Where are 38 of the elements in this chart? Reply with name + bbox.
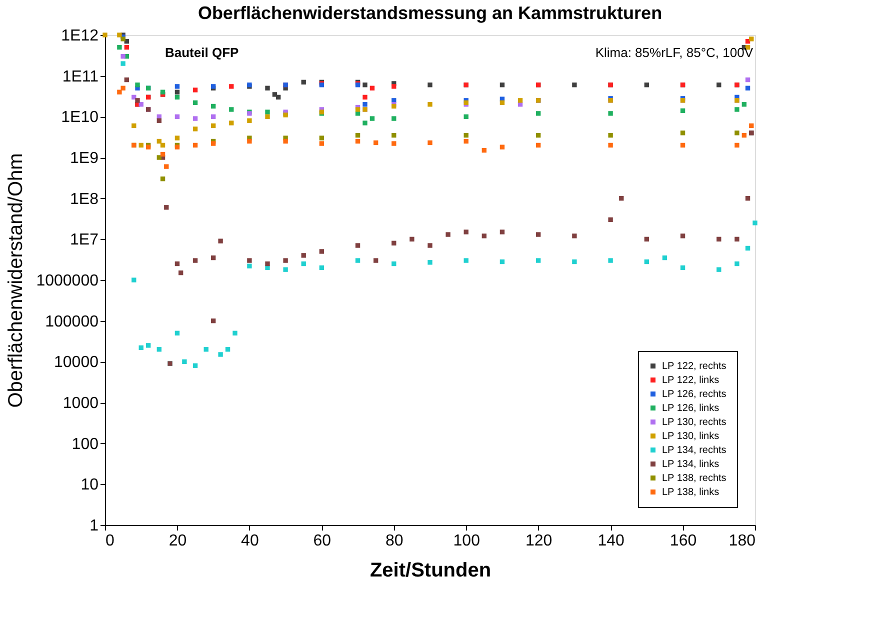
x-tick-label: 0 [106,532,114,550]
legend-label: LP 126, rechts [662,389,726,400]
legend-label: LP 134, rechts [662,445,726,456]
y-tick-label: 1000000 [36,272,99,290]
y-tick-label: 10000 [54,354,99,372]
x-tick-label: 40 [241,532,259,550]
annotation: Klima: 85%rLF, 85°C, 100V [595,45,754,60]
y-tick-label: 10 [80,476,99,494]
legend-label: LP 130, links [662,431,720,442]
x-tick-label: 160 [670,532,697,550]
legend-label: LP 122, rechts [662,361,726,372]
y-axis-title: Oberflächenwiderstand/Ohm [5,153,28,408]
x-tick-label: 80 [385,532,404,550]
legend-label: LP 134, links [662,459,720,470]
y-tick-label: 1E7 [70,232,99,249]
y-tick-label: 1 [90,518,99,534]
x-tick-label: 180 [728,532,756,550]
x-tick-label: 140 [598,532,624,550]
y-tick-label: 1E8 [70,190,99,208]
y-tick-label: 100000 [45,313,99,330]
x-tick-label: 100 [453,532,480,550]
legend-label: LP 138, rechts [662,473,726,484]
x-tick-label: 60 [313,532,332,550]
y-tick-label: 1E12 [61,28,99,44]
legend-label: LP 130, rechts [662,417,726,428]
y-tick-label: 1E9 [70,150,99,167]
legend-label: LP 122, links [662,375,720,386]
x-axis-title: Zeit/Stunden [370,560,492,582]
x-tick-label: 120 [525,532,552,550]
y-tick-label: 1E11 [62,68,99,86]
x-tick-label: 20 [168,532,187,550]
chart-title: Oberflächenwiderstandsmessung an Kammstrukturen [198,3,662,23]
y-tick-label: 100 [72,436,99,453]
annotation: Bauteil QFP [165,45,240,60]
y-tick-label: 1000 [62,395,99,412]
y-tick-label: 1E10 [61,109,99,126]
legend-label: LP 138, links [662,487,720,498]
legend-label: LP 126, links [662,403,720,414]
